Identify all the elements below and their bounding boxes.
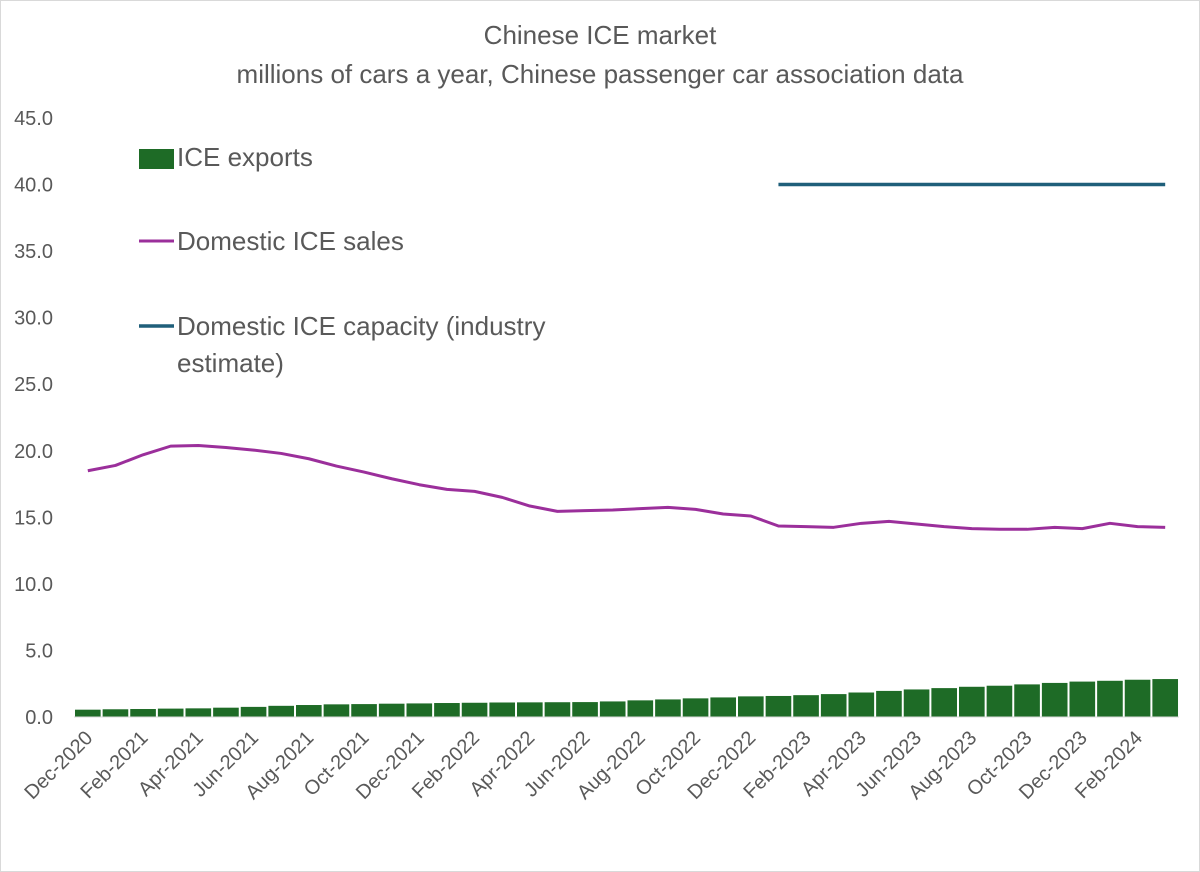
ice-exports-bar bbox=[931, 688, 958, 717]
legend-swatches bbox=[139, 149, 174, 328]
ice-exports-bar bbox=[599, 701, 626, 717]
ice-exports-bar bbox=[517, 702, 543, 717]
ice-exports-bar bbox=[1124, 679, 1151, 717]
y-tick-label: 15.0 bbox=[14, 507, 53, 529]
ice-exports-bar bbox=[820, 694, 847, 717]
y-tick-label: 40.0 bbox=[14, 175, 53, 197]
y-tick-label: 20.0 bbox=[14, 441, 53, 463]
domestic-ice-sales-line bbox=[87, 443, 1166, 531]
ice-exports-bar bbox=[1041, 682, 1068, 717]
ice-exports-bar bbox=[793, 695, 819, 717]
ice-exports-bar bbox=[406, 703, 433, 717]
ice-exports-bar bbox=[296, 705, 322, 717]
ice-exports-bar bbox=[682, 698, 709, 717]
ice-exports-bar bbox=[378, 703, 405, 717]
ice-exports-bar bbox=[240, 706, 267, 717]
ice-exports-bar bbox=[323, 704, 350, 717]
ice-exports-bar bbox=[157, 708, 184, 717]
ice-exports-bar bbox=[185, 708, 212, 717]
ice-exports-bar bbox=[544, 702, 571, 717]
ice-exports-bar bbox=[1097, 680, 1123, 717]
legend-label-ice-exports: ICE exports bbox=[177, 142, 313, 172]
ice-exports-bar bbox=[489, 702, 516, 717]
legend-label-domestic-ice-sales: Domestic ICE sales bbox=[177, 226, 404, 256]
legend-swatch-ice-exports bbox=[139, 149, 174, 169]
chart-title: Chinese ICE market bbox=[483, 20, 717, 50]
ice-exports-bar bbox=[1152, 679, 1179, 717]
y-tick-label: 25.0 bbox=[14, 374, 53, 396]
x-axis-ticks: Dec-2020Feb-2021Apr-2021Jun-2021Aug-2021… bbox=[20, 727, 1147, 804]
y-tick-label: 0.0 bbox=[25, 707, 53, 729]
ice-exports-bar bbox=[75, 709, 101, 717]
ice-exports-bar bbox=[461, 702, 488, 717]
y-tick-label: 10.0 bbox=[14, 574, 53, 596]
ice-exports-bar bbox=[655, 699, 681, 717]
ice-exports-bar bbox=[765, 695, 792, 717]
ice-exports-bar bbox=[986, 685, 1013, 717]
ice-exports-bar bbox=[102, 709, 129, 717]
chart-subtitle: millions of cars a year, Chinese passeng… bbox=[236, 59, 964, 89]
ice-exports-bar bbox=[351, 704, 377, 717]
ice-exports-bar bbox=[213, 707, 239, 717]
ice-exports-bar bbox=[903, 689, 930, 717]
ice-exports-bar bbox=[848, 692, 875, 717]
ice-exports-bar bbox=[1014, 684, 1040, 717]
ice-exports-bar bbox=[627, 700, 654, 717]
ice-exports-bar bbox=[572, 702, 598, 717]
y-tick-label: 5.0 bbox=[25, 640, 53, 662]
ice-exports-bar bbox=[130, 709, 156, 717]
ice-exports-bar bbox=[876, 690, 902, 717]
ice-exports-bar bbox=[434, 703, 460, 717]
ice-exports-bar bbox=[268, 705, 295, 717]
ice-exports-bar bbox=[738, 696, 764, 717]
legend-label-domestic-ice-capacity: Domestic ICE capacity (industry estimate… bbox=[177, 311, 546, 378]
ice-exports-bar bbox=[1069, 681, 1096, 717]
bars-group bbox=[75, 679, 1179, 717]
ice-exports-bar bbox=[710, 697, 737, 717]
y-tick-label: 30.0 bbox=[14, 308, 53, 330]
y-tick-label: 35.0 bbox=[14, 241, 53, 263]
y-axis-ticks: 0.0 5.0 10.0 15.0 20.0 25.0 30.0 35.0 40.0 45.0 bbox=[14, 108, 53, 729]
ice-exports-bar bbox=[959, 686, 985, 717]
y-tick-label: 45.0 bbox=[14, 108, 53, 130]
